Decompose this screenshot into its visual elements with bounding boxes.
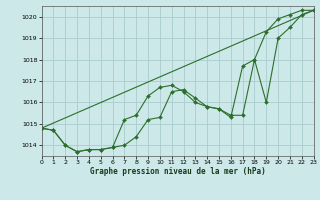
X-axis label: Graphe pression niveau de la mer (hPa): Graphe pression niveau de la mer (hPa) bbox=[90, 167, 266, 176]
